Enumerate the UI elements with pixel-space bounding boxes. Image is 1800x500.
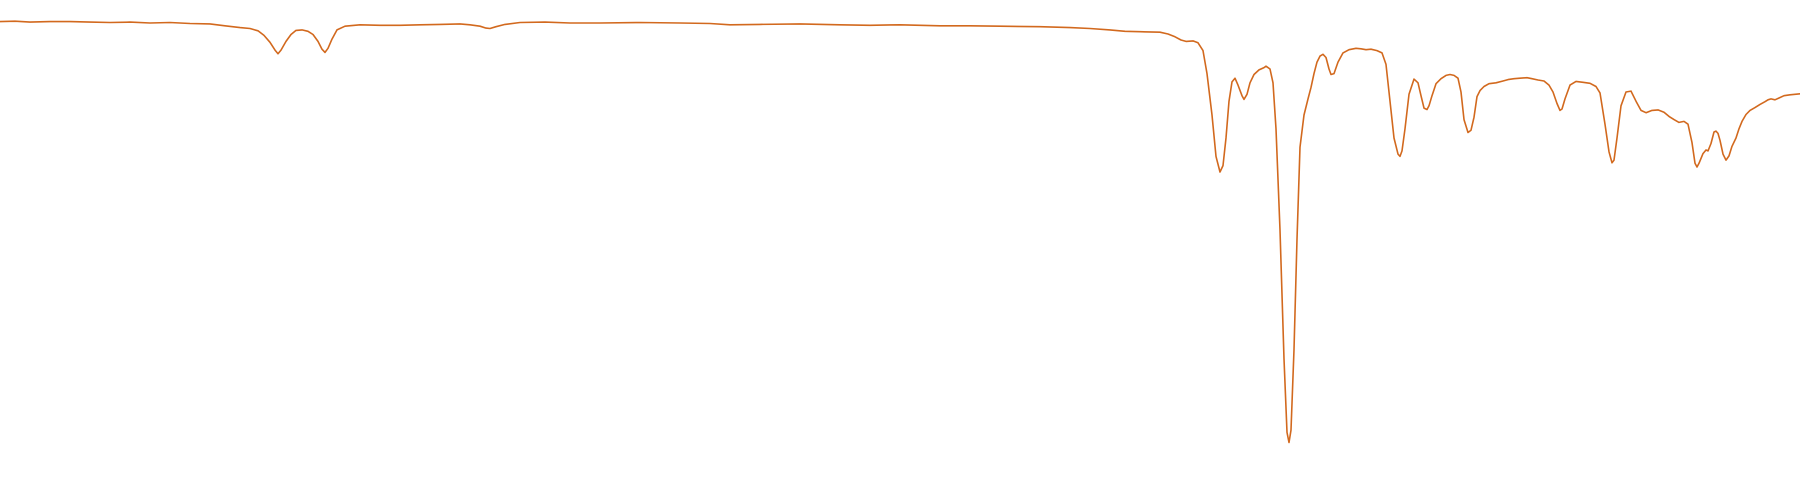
series-line-0 (0, 20, 1800, 444)
series-layer (0, 20, 1800, 444)
